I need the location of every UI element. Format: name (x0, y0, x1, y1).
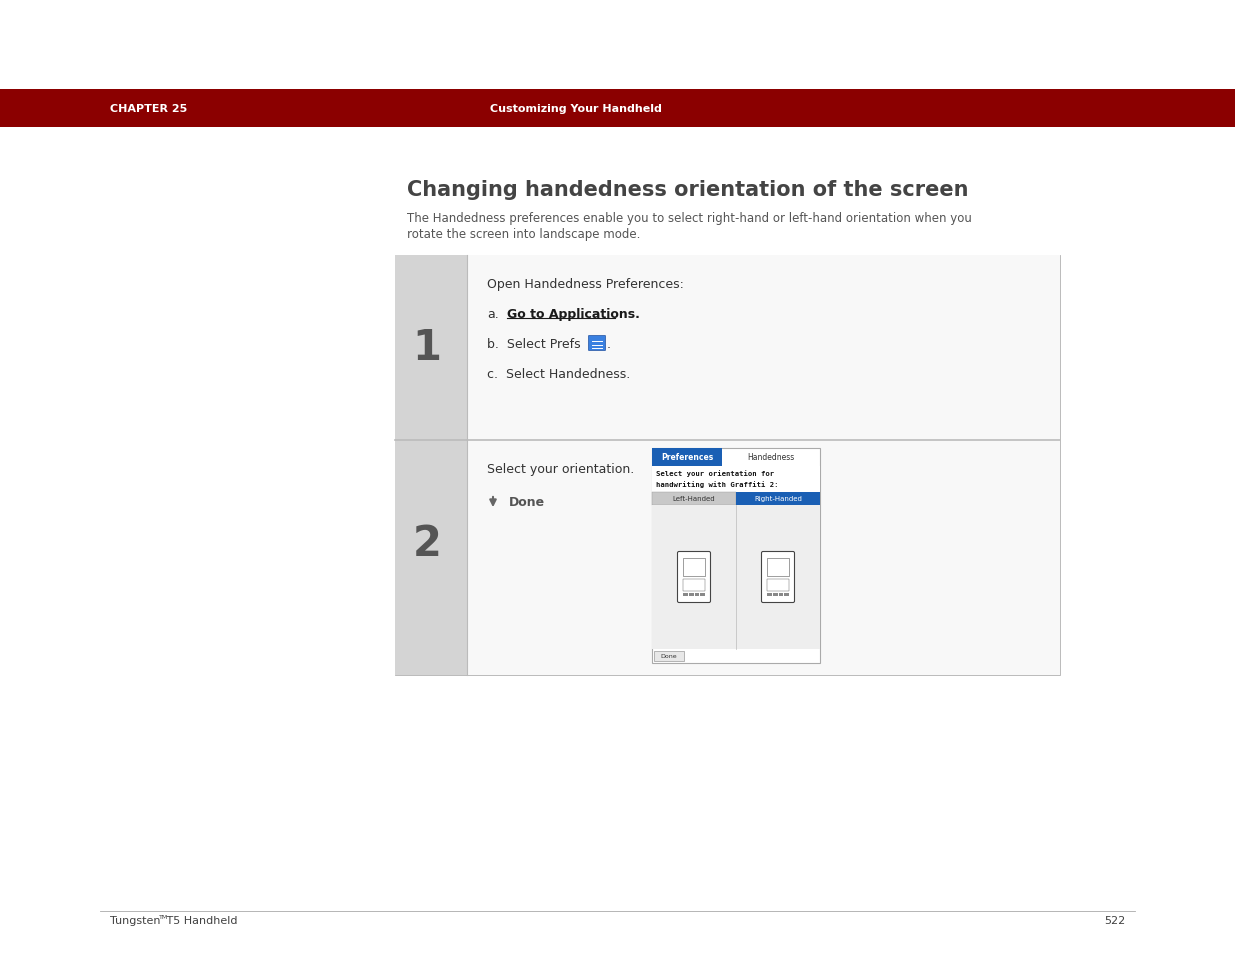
Bar (773, 593, 778, 597)
Bar (767, 558, 789, 577)
Bar (694, 593, 699, 597)
FancyBboxPatch shape (678, 552, 710, 603)
Text: Handedness: Handedness (747, 453, 794, 462)
Bar (736, 493, 820, 505)
Bar (652, 467, 820, 493)
Bar (395, 255, 1060, 676)
Text: handwriting with Graffiti 2:: handwriting with Graffiti 2: (656, 480, 778, 487)
Bar (767, 593, 772, 597)
Bar (652, 493, 736, 505)
Text: T5 Handheld: T5 Handheld (163, 915, 237, 925)
FancyBboxPatch shape (589, 336, 605, 351)
Text: .: . (606, 337, 611, 351)
Bar (655, 651, 684, 661)
Text: Customizing Your Handheld: Customizing Your Handheld (490, 104, 662, 113)
Text: Select your orientation.: Select your orientation. (487, 462, 635, 476)
Text: Done: Done (661, 654, 677, 659)
Text: b.  Select Prefs: b. Select Prefs (487, 337, 580, 351)
Bar (700, 593, 705, 597)
Bar (395, 440, 467, 676)
Text: Tungsten: Tungsten (110, 915, 161, 925)
Bar (395, 255, 467, 440)
Bar (784, 593, 789, 597)
Text: Open Handedness Preferences:: Open Handedness Preferences: (487, 277, 684, 291)
FancyBboxPatch shape (762, 552, 794, 603)
Text: The Handedness preferences enable you to select right-hand or left-hand orientat: The Handedness preferences enable you to… (408, 212, 972, 225)
Text: 2: 2 (412, 522, 441, 564)
Bar (0, 90, 1235, 128)
Text: Go to Applications.: Go to Applications. (508, 308, 640, 320)
Text: TM: TM (159, 914, 168, 919)
Text: c.  Select Handedness.: c. Select Handedness. (487, 368, 630, 380)
Text: Left-Handed: Left-Handed (673, 496, 715, 502)
Bar (652, 449, 820, 663)
Text: Right-Handed: Right-Handed (755, 496, 802, 502)
Bar (683, 593, 688, 597)
Bar (652, 449, 722, 467)
Text: Preferences: Preferences (661, 453, 713, 462)
Bar (467, 440, 1060, 676)
Text: rotate the screen into landscape mode.: rotate the screen into landscape mode. (408, 228, 641, 241)
Bar (767, 579, 789, 592)
Text: 522: 522 (1104, 915, 1125, 925)
Text: 1: 1 (412, 327, 441, 369)
Bar (689, 593, 694, 597)
Text: Select your orientation for: Select your orientation for (656, 470, 774, 476)
Text: CHAPTER 25: CHAPTER 25 (110, 104, 188, 113)
Bar (652, 505, 820, 649)
Text: Done: Done (509, 496, 545, 509)
Text: a.: a. (487, 308, 499, 320)
Bar (683, 579, 705, 592)
Text: Changing handedness orientation of the screen: Changing handedness orientation of the s… (408, 180, 968, 200)
Bar (778, 593, 783, 597)
Bar (683, 558, 705, 577)
Bar (467, 255, 1060, 440)
